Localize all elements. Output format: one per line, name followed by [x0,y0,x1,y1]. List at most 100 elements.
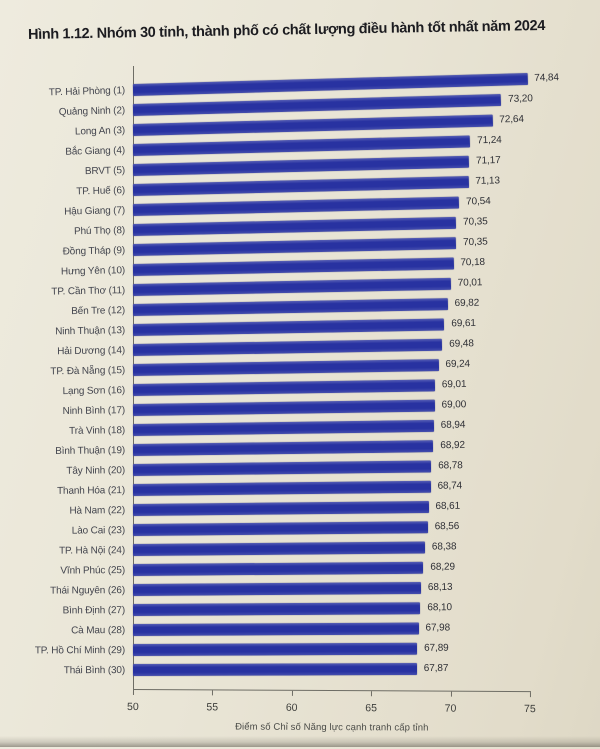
value-label: 68,10 [427,602,452,614]
row-label: Thái Nguyên (26) [50,584,126,597]
figure-title: Hình 1.12. Nhóm 30 tỉnh, thành phố có ch… [27,17,546,43]
tick-mark [291,690,293,696]
row-label: TP. Hải Phòng (1) [48,84,126,98]
bar [132,237,457,256]
value-label: 69,61 [451,317,476,330]
row-label: Đồng Tháp (9) [62,244,126,257]
row-label: TP. Đà Nẵng (15) [50,364,126,377]
value-label: 68,92 [440,439,465,452]
tick-mark [212,690,214,696]
bar [132,338,443,356]
value-label: 68,61 [435,500,461,512]
value-label: 70,18 [460,256,486,269]
bar [132,419,434,436]
row-label: Thái Bình (30) [63,664,126,676]
bar-track: 68,56 [132,520,530,536]
bar [132,602,421,616]
row-label: Lạng Sơn (16) [62,384,126,397]
bar-track: 69,24 [132,358,530,376]
value-label: 69,01 [441,378,467,391]
row-label: Trà Vinh (18) [69,424,126,437]
value-label: 70,54 [465,195,491,208]
value-label: 70,35 [462,216,488,228]
bar-chart: TP. Hải Phòng (1) 74,84 Quảng Ninh (2) 73,2… [0,72,600,680]
bar-row: TP. Hồ Chí Minh (29) 67,89 [0,638,600,661]
row-label: Hải Dương (14) [57,344,126,357]
bar [132,440,434,456]
value-label: 73,20 [508,93,533,105]
row-label: Quảng Ninh (2) [58,104,126,118]
row-label: Vĩnh Phúc (25) [60,564,126,577]
bar [132,359,439,376]
value-label: 68,56 [434,520,460,533]
row-label: TP. Huế (6) [76,184,126,197]
tick-mark [450,691,452,697]
x-axis-line [132,689,531,693]
row-label: Long An (3) [74,124,126,138]
bar [132,521,428,536]
bar-track: 68,61 [132,500,530,516]
page-bottom-shadow [0,736,600,747]
bar-track: 67,87 [132,662,530,676]
value-label: 70,01 [457,277,483,289]
bar-track: 67,98 [132,622,530,636]
tick-mark [132,690,134,696]
row-label: TP. Hà Nội (24) [59,544,126,557]
row-label: Lào Cai (23) [71,524,126,537]
bar-track: 69,48 [132,337,530,356]
bar-track: 68,38 [132,541,530,556]
value-label: 68,29 [430,561,455,573]
bar-track: 69,61 [132,317,530,336]
bar-row: Thái Bình (30) 67,87 [0,658,600,680]
value-label: 74,84 [534,72,560,84]
row-label: Hậu Giang (7) [64,204,126,218]
row-label: Bình Thuận (19) [55,444,126,457]
bar [132,500,429,516]
tick-mark [371,691,373,697]
bar-track: 67,89 [132,642,530,656]
row-label: Bắc Giang (4) [65,144,126,158]
bar-track: 68,94 [132,419,530,436]
row-label: Tây Ninh (20) [66,464,126,477]
row-label: Thanh Hóa (21) [56,484,126,497]
bar [132,460,432,476]
tick-label: 50 [127,700,139,714]
value-label: 67,98 [425,622,451,634]
bar [132,582,421,596]
tick-label: 70 [444,702,457,715]
bar-track: 68,29 [132,561,530,576]
value-label: 67,89 [424,642,449,654]
tick-label: 65 [365,702,377,715]
tick-label: 55 [206,701,219,714]
bar-track: 68,13 [132,581,530,596]
bar-track: 68,74 [132,480,530,496]
bar-track: 68,10 [132,602,530,616]
bar [132,399,435,416]
bar-track: 68,92 [132,439,530,456]
bar [132,216,457,236]
y-axis-line [133,66,134,694]
bar [132,480,431,496]
value-label: 68,38 [431,541,457,553]
value-label: 67,87 [423,662,449,675]
row-label: Ninh Thuận (13) [55,324,126,337]
bar-row: Cà Mau (28) 67,98 [0,618,600,641]
value-label: 68,78 [438,460,463,472]
value-label: 69,82 [454,297,480,310]
bar [132,257,454,276]
row-label: TP. Hồ Chí Minh (29) [34,644,126,656]
value-label: 69,24 [445,358,471,371]
bar [132,541,425,556]
bar [132,298,448,316]
bar [132,379,435,396]
value-label: 71,24 [477,134,502,147]
value-label: 68,74 [437,480,463,492]
value-label: 69,48 [449,338,474,350]
bar-track: 69,00 [132,398,530,416]
value-label: 68,94 [440,419,466,431]
row-label: Ninh Bình (17) [62,404,126,417]
bar [132,561,424,576]
row-label: TP. Cần Thơ (11) [51,284,126,298]
tick-label: 75 [524,703,536,716]
